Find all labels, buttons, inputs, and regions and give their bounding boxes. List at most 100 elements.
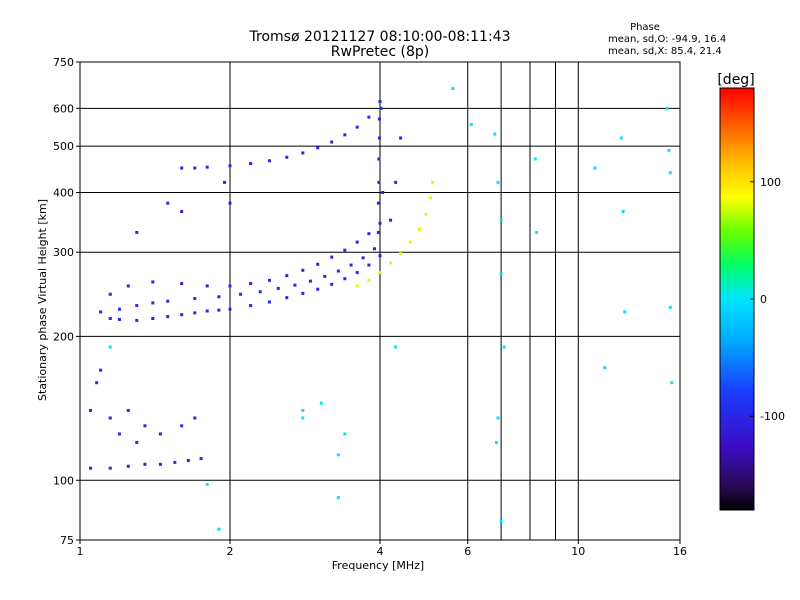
data-point <box>249 282 253 286</box>
data-point <box>228 284 232 288</box>
data-point <box>379 106 383 110</box>
data-point <box>367 263 371 267</box>
data-point <box>343 432 347 436</box>
data-point <box>193 416 197 420</box>
data-point <box>205 482 209 486</box>
data-point <box>193 166 197 170</box>
data-point <box>535 230 539 234</box>
data-point <box>603 366 607 370</box>
data-point <box>493 132 497 136</box>
y-tick-label: 300 <box>53 246 74 259</box>
data-point <box>451 87 455 91</box>
data-points <box>89 87 674 531</box>
data-point <box>323 274 327 278</box>
data-point <box>108 416 112 420</box>
data-point <box>499 519 503 523</box>
data-point <box>143 462 147 466</box>
data-point <box>361 256 365 260</box>
data-point <box>135 440 139 444</box>
data-point <box>108 466 112 470</box>
data-point <box>180 166 184 170</box>
colorbar-tick-label: 100 <box>760 176 781 189</box>
data-point <box>108 292 112 296</box>
data-point <box>373 247 377 251</box>
data-point <box>205 165 209 169</box>
data-point <box>99 368 103 372</box>
data-point <box>135 304 139 308</box>
data-point <box>249 304 253 308</box>
data-point <box>126 284 130 288</box>
data-point <box>343 248 347 252</box>
data-point <box>126 464 130 468</box>
data-point <box>668 171 672 175</box>
data-point <box>378 271 382 275</box>
data-point <box>399 136 403 140</box>
data-point <box>95 381 99 385</box>
data-point <box>135 230 139 234</box>
data-point <box>173 460 177 464</box>
data-point <box>108 316 112 320</box>
x-tick-label: 10 <box>571 545 585 558</box>
colorbar: [deg] 100 0 -100 <box>717 72 785 511</box>
data-point <box>308 279 312 283</box>
data-point <box>389 261 393 265</box>
data-point <box>336 453 340 457</box>
data-point <box>193 311 197 315</box>
data-point <box>285 274 289 278</box>
data-point <box>89 466 93 470</box>
data-point <box>166 299 170 303</box>
data-point <box>355 271 359 275</box>
data-point <box>499 218 503 222</box>
colorbar-ticks: 100 0 -100 <box>750 176 785 423</box>
y-tick-label: 600 <box>53 102 74 115</box>
data-point <box>158 462 162 466</box>
data-point <box>205 309 209 313</box>
data-point <box>117 307 121 311</box>
data-point <box>186 458 190 462</box>
data-point <box>377 180 381 184</box>
chart-subtitle: RwPretec (8p) <box>331 44 429 60</box>
data-point <box>239 292 243 296</box>
data-point <box>193 297 197 301</box>
data-point <box>367 232 371 236</box>
data-point <box>223 180 227 184</box>
data-point <box>343 133 347 137</box>
data-point <box>99 310 103 314</box>
x-axis-label: Frequency [MHz] <box>332 559 424 572</box>
chart-title: Tromsø 20121127 08:10:00-08:11:43 <box>249 29 511 45</box>
data-point <box>285 296 289 300</box>
data-point <box>117 317 121 321</box>
data-point <box>180 313 184 317</box>
data-point <box>258 290 262 294</box>
data-point <box>151 280 155 284</box>
phase-info-x: mean, sd,X: 85.4, 21.4 <box>608 46 722 57</box>
data-point <box>301 408 305 412</box>
data-point <box>267 159 271 163</box>
data-point <box>533 157 537 161</box>
data-point <box>301 268 305 272</box>
data-point <box>180 282 184 286</box>
data-point <box>301 416 305 420</box>
data-point <box>417 227 421 231</box>
data-point <box>378 221 382 225</box>
data-point <box>667 148 671 152</box>
data-point <box>399 252 403 256</box>
data-point <box>355 284 359 288</box>
data-point <box>117 432 121 436</box>
data-point <box>349 263 353 267</box>
y-tick-label: 400 <box>53 186 74 199</box>
plot-grid <box>80 62 680 540</box>
data-point <box>143 424 147 428</box>
data-point <box>228 307 232 311</box>
data-point <box>158 432 162 436</box>
data-point <box>496 180 500 184</box>
x-tick-label: 6 <box>464 545 471 558</box>
data-point <box>293 283 297 287</box>
colorbar-tick-label: 0 <box>760 293 767 306</box>
x-tick-label: 16 <box>673 545 687 558</box>
data-point <box>199 457 203 461</box>
data-point <box>376 201 380 205</box>
data-point <box>424 212 428 216</box>
data-point <box>316 287 320 291</box>
